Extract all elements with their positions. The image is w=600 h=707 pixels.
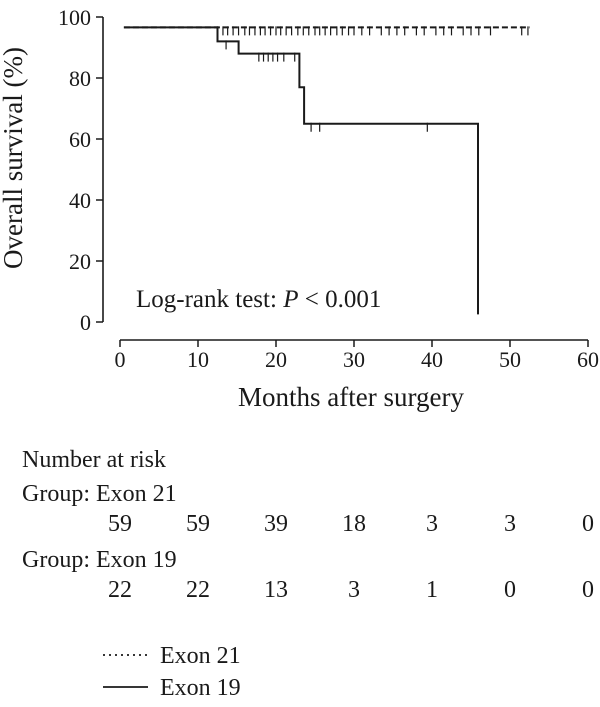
y-tick-label: 20 bbox=[69, 249, 91, 274]
legend-lines bbox=[103, 654, 148, 688]
risk-group-label-exon-19: Group: Exon 19 bbox=[22, 547, 177, 573]
x-tick-label: 10 bbox=[187, 347, 209, 372]
chart-series bbox=[123, 26, 530, 315]
chart-axes: 0 20 40 60 80 100 0 10 20 30 40 50 60 bbox=[58, 5, 599, 372]
risk-group-label-exon-21: Group: Exon 21 bbox=[22, 481, 177, 507]
risk-count: 1 bbox=[426, 577, 438, 603]
x-tick-label: 40 bbox=[421, 347, 443, 372]
x-tick-label: 60 bbox=[577, 347, 599, 372]
y-tick-label: 100 bbox=[58, 5, 91, 30]
risk-count: 39 bbox=[264, 511, 288, 537]
risk-count: 0 bbox=[582, 511, 594, 537]
risk-count: 3 bbox=[426, 511, 438, 537]
risk-count: 13 bbox=[264, 577, 288, 603]
y-tick-label: 40 bbox=[69, 188, 91, 213]
legend-label-exon-19: Exon 19 bbox=[160, 675, 241, 701]
risk-count: 3 bbox=[348, 577, 360, 603]
x-tick-label: 20 bbox=[265, 347, 287, 372]
y-tick-label: 60 bbox=[69, 127, 91, 152]
risk-count: 0 bbox=[504, 577, 516, 603]
legend-label-exon-21: Exon 21 bbox=[160, 643, 241, 669]
risk-count: 59 bbox=[108, 511, 132, 537]
risk-count: 59 bbox=[186, 511, 210, 537]
x-axis-title: Months after surgery bbox=[238, 382, 464, 412]
risk-count: 22 bbox=[186, 577, 210, 603]
risk-count: 3 bbox=[504, 511, 516, 537]
x-tick-label: 30 bbox=[343, 347, 365, 372]
risk-table-heading: Number at risk bbox=[22, 447, 166, 473]
y-tick-label: 80 bbox=[69, 66, 91, 91]
x-tick-label: 0 bbox=[115, 347, 126, 372]
series-line-exon-19 bbox=[123, 26, 479, 315]
risk-count: 0 bbox=[582, 577, 594, 603]
y-axis-title: Overall survival (%) bbox=[0, 47, 28, 269]
risk-count: 22 bbox=[108, 577, 132, 603]
log-rank-annotation: Log-rank test: P < 0.001 bbox=[136, 286, 381, 313]
y-tick-label: 0 bbox=[80, 310, 91, 335]
x-tick-label: 50 bbox=[499, 347, 521, 372]
risk-count: 18 bbox=[342, 511, 366, 537]
